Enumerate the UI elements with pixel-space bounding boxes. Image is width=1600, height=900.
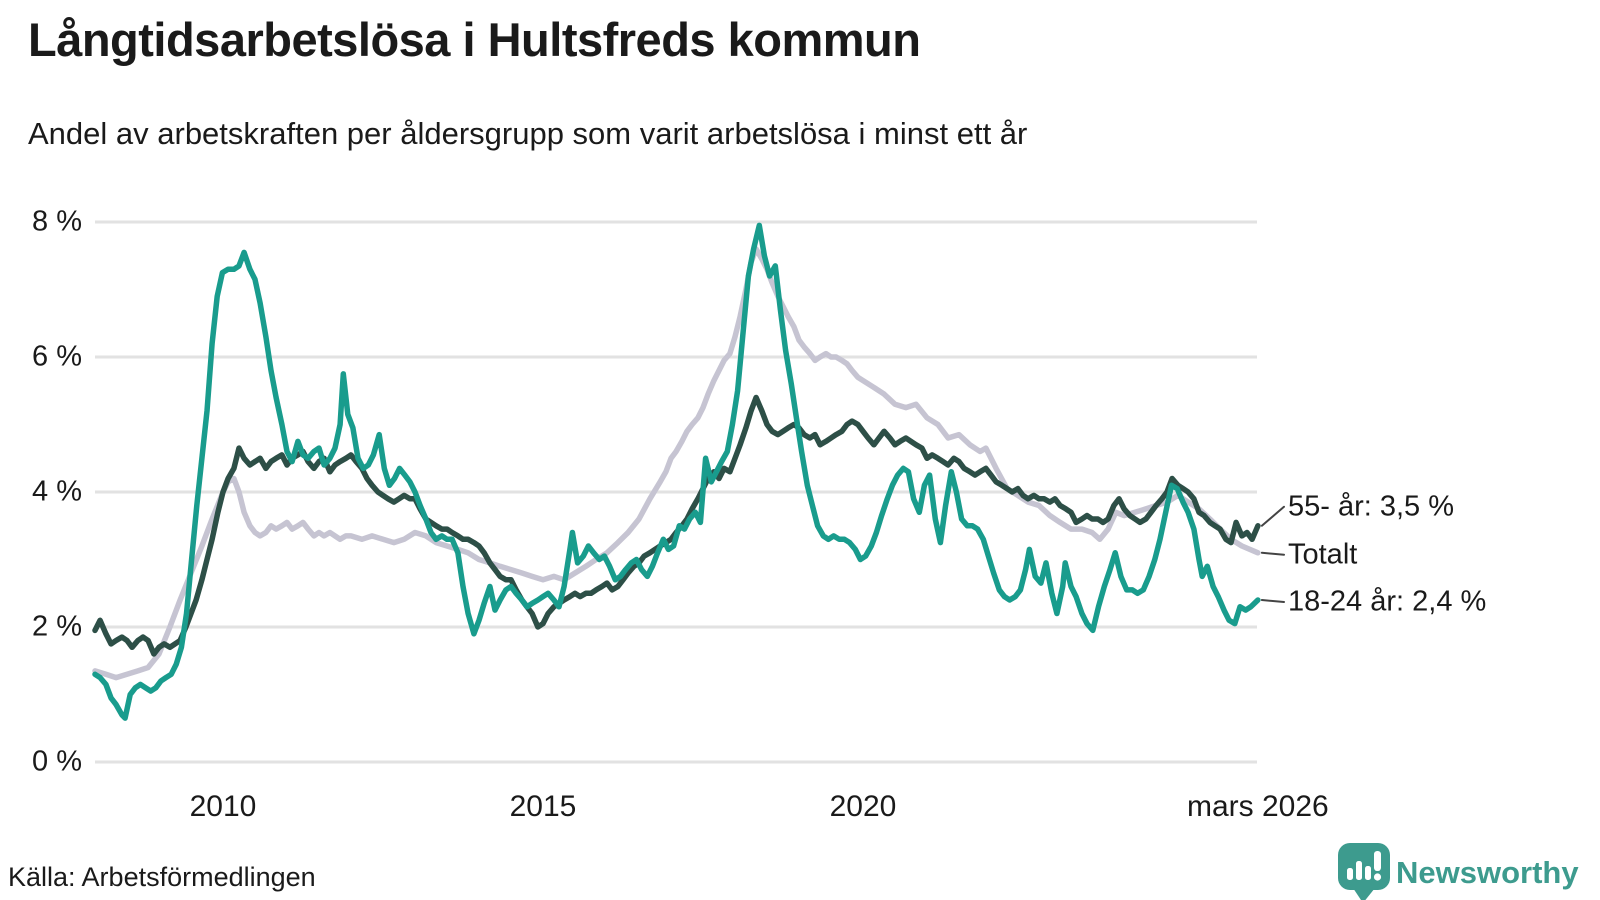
leader-line — [1260, 599, 1285, 603]
newsworthy-logo-icon — [1338, 843, 1390, 900]
leader-line — [1260, 505, 1285, 527]
source-caption: Källa: Arbetsförmedlingen — [8, 862, 316, 892]
x-axis-tick-label: 2010 — [189, 790, 257, 823]
y-axis-tick-label: 2 % — [32, 610, 82, 643]
page-subtitle: Andel av arbetskraften per åldersgrupp s… — [28, 116, 1028, 151]
page-title: Långtidsarbetslösa i Hultsfreds kommun — [28, 13, 921, 66]
y-axis-tick-label: 4 % — [32, 475, 82, 508]
leader-line — [1260, 551, 1285, 556]
x-axis-tick-label: mars 2026 — [1187, 790, 1329, 823]
end-label-18-24-ar: 18-24 år: 2,4 % — [1288, 585, 1487, 618]
y-axis-tick-label: 8 % — [32, 205, 82, 238]
newsworthy-logo-text: Newsworthy — [1396, 855, 1579, 890]
x-axis-tick-label: 2015 — [509, 790, 577, 823]
series-line-18-24-r — [92, 222, 1261, 721]
x-axis-tick-label: 2020 — [829, 790, 897, 823]
y-axis-tick-label: 6 % — [32, 340, 82, 373]
end-label-totalt: Totalt — [1288, 538, 1358, 571]
y-axis-tick-label: 0 % — [32, 745, 82, 778]
end-label-55-ar: 55- år: 3,5 % — [1288, 490, 1455, 523]
